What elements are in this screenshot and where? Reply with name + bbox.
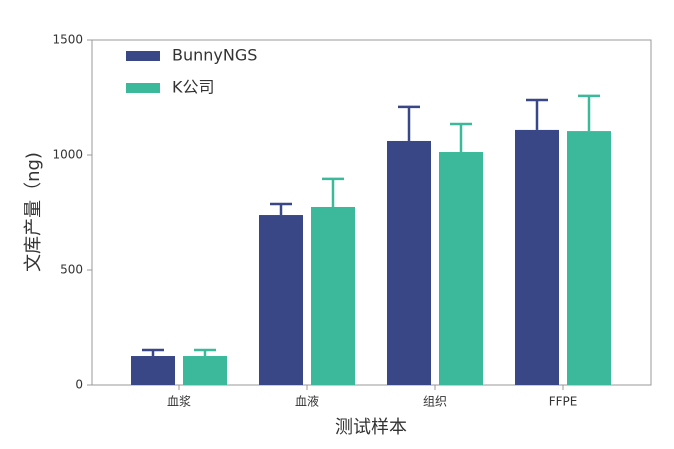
bar (311, 206, 355, 385)
legend-swatch (126, 83, 160, 93)
legend-label: K公司 (172, 78, 215, 97)
y-tick-label: 1500 (52, 33, 83, 47)
x-tick-label: FFPE (549, 395, 578, 409)
legend-swatch (126, 51, 160, 61)
bar (515, 129, 559, 385)
bar (131, 356, 175, 385)
bar (259, 215, 303, 385)
y-tick-label: 1000 (52, 148, 83, 162)
y-axis-label: 文库产量（ng) (23, 152, 44, 272)
bar (567, 131, 611, 385)
plot-frame (91, 39, 652, 386)
x-axis-label: 测试样本 (335, 417, 407, 438)
bar (439, 152, 483, 385)
x-tick-label: 血液 (295, 394, 319, 409)
bar (387, 140, 431, 385)
legend-label: BunnyNGS (172, 46, 257, 65)
x-tick-label: 血浆 (167, 394, 191, 409)
y-tick-label: 500 (60, 263, 83, 277)
y-tick-label: 0 (75, 378, 83, 392)
bar (183, 356, 227, 385)
x-tick-label: 组织 (423, 395, 447, 409)
